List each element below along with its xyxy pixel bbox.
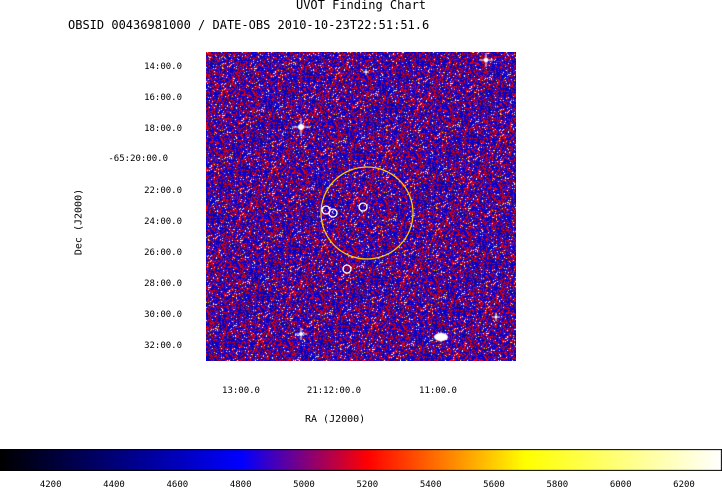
y-tick-label: 22:00.0	[144, 186, 182, 196]
colorbar-tick-label: 4800	[229, 480, 252, 490]
chart-title: UVOT Finding Chart	[295, 0, 427, 12]
colorbar-tick-label: 4400	[103, 480, 125, 490]
y-tick-label: 24:00.0	[144, 217, 182, 227]
y-tick-label: 18:00.0	[144, 124, 182, 134]
x-axis-label: RA (J2000)	[305, 414, 366, 425]
x-tick-label: 11:00.0	[419, 386, 457, 396]
colorbar-tick-label: 5200	[356, 480, 379, 490]
colorbar	[0, 449, 722, 471]
colorbar-tick-label: 5800	[546, 480, 569, 490]
y-tick-label: 28:00.0	[144, 279, 182, 289]
y-tick-label: 30:00.0	[144, 310, 182, 320]
colorbar-tick-label: 4200	[39, 480, 62, 490]
x-tick-label: 13:00.0	[222, 386, 260, 396]
y-tick-label: 26:00.0	[144, 248, 182, 258]
chart-subtitle: OBSID 00436981000 / DATE-OBS 2010-10-23T…	[68, 18, 430, 32]
colorbar-tick-label: 4600	[166, 480, 189, 490]
x-tick-label: 21:12:00.0	[306, 386, 362, 396]
colorbar-tick-label: 5600	[483, 480, 505, 490]
y-tick-label: -65:20:00.0	[108, 154, 168, 164]
y-tick-label: 16:00.0	[144, 93, 182, 103]
y-tick-label: 14:00.0	[144, 62, 182, 72]
colorbar-tick-label: 5400	[419, 480, 442, 490]
colorbar-tick-label: 6200	[673, 480, 695, 490]
colorbar-tick-label: 6000	[609, 480, 632, 490]
sky-image	[206, 52, 516, 361]
y-tick-label: 32:00.0	[144, 341, 182, 351]
colorbar-tick-label: 5000	[293, 480, 315, 490]
